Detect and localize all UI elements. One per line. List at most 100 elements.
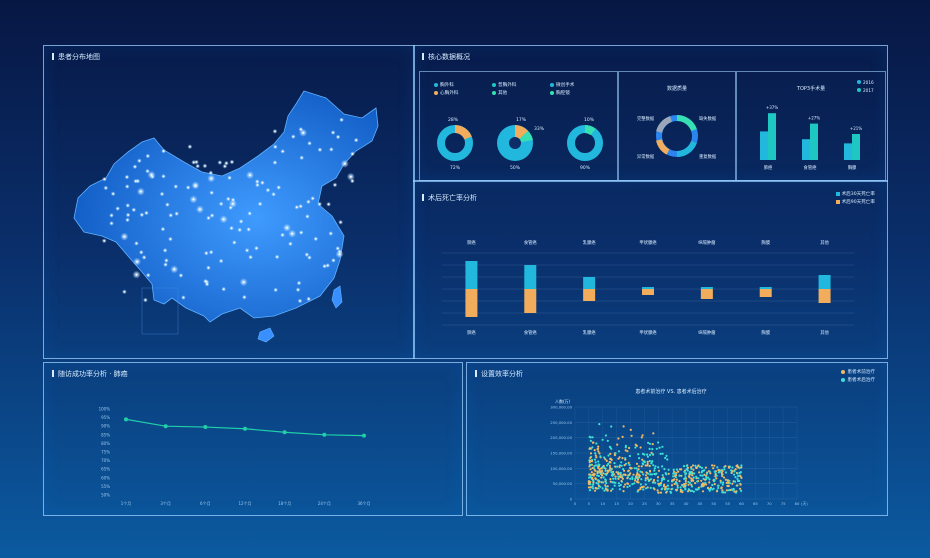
scatter-point <box>679 488 682 491</box>
scatter-point <box>717 486 720 490</box>
scatter-point <box>672 475 675 478</box>
patient-dot-core <box>136 180 139 182</box>
scatter-point <box>665 491 668 494</box>
scatter-point <box>738 479 741 482</box>
scatter-point <box>687 488 690 491</box>
scatter-point <box>637 489 640 492</box>
scatter-point <box>598 452 601 455</box>
ring-label-4: 重复数据 <box>699 153 717 160</box>
scatter-point <box>612 477 615 480</box>
revenue-bar-upper <box>759 287 772 289</box>
scatter-point <box>672 472 675 475</box>
legend-item: 患者术前治疗 <box>841 369 875 375</box>
scatter-point <box>642 485 645 488</box>
scatter-point <box>614 452 617 455</box>
patient-dot-core <box>318 203 321 205</box>
scatter-point <box>701 470 704 473</box>
donut-1-top: 28% <box>448 117 459 123</box>
scatter-point <box>622 468 625 471</box>
patient-dot-core <box>231 161 233 163</box>
patient-dot-core <box>229 206 232 209</box>
scatter-title: 患者术前治疗 VS. 患者术后治疗 <box>635 388 706 395</box>
scatter-point <box>682 465 686 468</box>
legend-item: 普胸外科 <box>492 82 550 88</box>
patient-dot-core <box>134 165 136 168</box>
scatter-point <box>719 481 722 484</box>
scatter-point <box>678 474 681 477</box>
scatter-point <box>686 466 690 469</box>
scatter-point <box>740 464 743 467</box>
scatter-point <box>721 491 724 494</box>
donut-2-top: 17% <box>516 117 527 123</box>
scatter-point <box>636 478 640 481</box>
revenue-bar-upper <box>818 275 831 289</box>
patient-dot-core <box>224 165 226 168</box>
scatter-point <box>592 467 596 470</box>
scatter-point <box>588 461 591 464</box>
patient-dot-core <box>228 176 231 179</box>
scatter-point <box>703 473 706 476</box>
line-xtick: 6个月 <box>200 501 211 506</box>
scatter-point <box>606 472 609 475</box>
scatter-point <box>667 472 670 475</box>
ring-chart[interactable]: 数据质量 完整数据 缺失数据 异常数据 重复数据 <box>619 72 735 180</box>
scatter-point <box>596 474 599 477</box>
patient-dot-core <box>230 227 233 229</box>
patient-dot-core <box>189 145 191 148</box>
scatter-point <box>678 480 681 483</box>
scatter-point <box>591 485 594 488</box>
donut-1-bottom: 72% <box>450 165 461 171</box>
scatter-point <box>690 467 693 470</box>
scatter-point <box>631 476 634 479</box>
scatter-point <box>720 472 723 475</box>
scatter-point <box>686 469 689 472</box>
patient-dot-core <box>210 172 212 174</box>
scatter-point <box>656 479 659 482</box>
scatter-point <box>632 473 635 476</box>
scatter-point <box>623 469 626 472</box>
line-ytick: 60% <box>101 475 110 480</box>
scatter-point <box>602 472 605 475</box>
patient-dot-core <box>146 170 149 172</box>
scatter-point <box>657 441 660 444</box>
scatter-point <box>734 476 737 479</box>
scatter-point <box>588 476 591 479</box>
patient-dot-core <box>162 228 164 230</box>
scatter-point <box>690 485 694 488</box>
scatter-point <box>633 482 636 485</box>
patient-dot-core <box>225 162 228 165</box>
top3-chart[interactable]: TOP3手术量 2016 2017 +37% 肺癌 +27% 食管癌 +21% 胸腺 <box>737 72 885 180</box>
scatter-point <box>644 483 647 486</box>
patient-dot-core <box>332 259 335 262</box>
scatter-point <box>604 487 607 490</box>
legend-item: 微创手术 <box>550 82 608 88</box>
scatter-point <box>602 481 605 484</box>
scatter-chart[interactable]: 患者术前治疗 VS. 患者术后治疗 人数(万) 300,000.00 250,00… <box>467 363 887 515</box>
followup-line-chart[interactable]: 100% 95% 90% 85% 80% 75% 70% 65% 60% 55% 50% 1个月 3个月… <box>44 363 462 515</box>
scatter-point <box>621 477 624 480</box>
patient-dot-core <box>105 187 107 189</box>
scatter-point <box>618 456 621 459</box>
scatter-point <box>652 464 655 467</box>
patient-dot-core <box>314 238 317 240</box>
scatter-point <box>613 484 616 487</box>
scatter-point <box>647 441 650 444</box>
china-map[interactable] <box>44 46 414 358</box>
patient-dot-core <box>302 131 304 134</box>
scatter-point <box>597 482 600 486</box>
scatter-point <box>624 473 627 477</box>
revenue-bar-lower <box>700 289 713 299</box>
scatter-point <box>595 456 598 459</box>
scatter-point <box>642 473 645 476</box>
patient-dot-core <box>248 212 251 215</box>
scatter-point <box>606 489 609 492</box>
scatter-point <box>715 474 718 477</box>
taiwan-island <box>331 285 343 309</box>
patient-dot-core <box>145 212 148 214</box>
ring-label-3: 异常数据 <box>637 153 655 160</box>
patient-dot-core <box>232 199 234 201</box>
patient-dot-core <box>207 266 210 269</box>
donut-2-side: 33% <box>534 126 545 132</box>
scatter-ytick: 150,000.00 <box>550 451 572 456</box>
